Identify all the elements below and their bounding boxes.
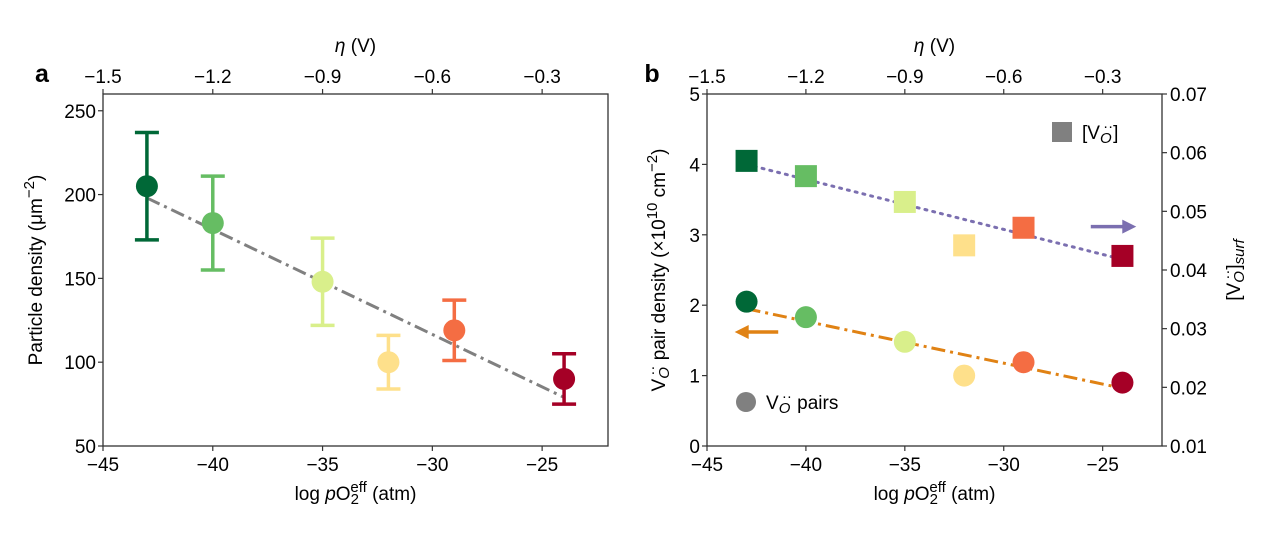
square-marker bbox=[735, 149, 758, 172]
x-tick-label: −45 bbox=[87, 455, 119, 476]
circle-marker bbox=[1012, 351, 1035, 374]
circle-marker bbox=[953, 364, 976, 387]
panel-a: a −45 −40 −35 −30 −25 −1.5 −1.2 −0.9 −0.6 −0.3 50 10… bbox=[21, 36, 609, 508]
plot-frame bbox=[102, 93, 609, 447]
data-point bbox=[134, 130, 159, 242]
x-tick-label: −45 bbox=[691, 455, 723, 476]
point-marker bbox=[553, 367, 576, 390]
top-x-tick-label: −0.3 bbox=[1084, 67, 1122, 88]
x-tick-label: −25 bbox=[526, 455, 558, 476]
panel-letter: a bbox=[35, 60, 50, 88]
x-tick-label: −40 bbox=[790, 455, 822, 476]
top-x-tick-label: −0.6 bbox=[985, 67, 1023, 88]
top-x-tick-label: −0.3 bbox=[523, 67, 561, 88]
top-x-axis-label: η (V) bbox=[914, 36, 955, 57]
y-axis-label: Particle density (μm−2) bbox=[21, 175, 47, 366]
x-tick-label: −35 bbox=[889, 455, 921, 476]
y-tick-label: 1 bbox=[689, 367, 700, 388]
x-tick-label: −35 bbox=[306, 455, 338, 476]
point-marker bbox=[377, 351, 400, 374]
data-point bbox=[442, 298, 467, 363]
square-marker bbox=[1012, 216, 1035, 239]
square-marker bbox=[893, 190, 916, 213]
y2-tick-label: 0.05 bbox=[1170, 202, 1207, 223]
arrow-head-icon bbox=[1122, 219, 1137, 234]
square-marker bbox=[953, 234, 976, 257]
legend-square-marker bbox=[1052, 122, 1072, 142]
y2-tick-label: 0.03 bbox=[1170, 320, 1207, 341]
y-tick-label: 5 bbox=[689, 85, 700, 106]
legend-circle-marker bbox=[736, 392, 756, 412]
data-point bbox=[376, 333, 401, 391]
point-marker bbox=[135, 175, 158, 198]
y2-axis-label: [VO··]surf bbox=[1219, 237, 1248, 300]
top-x-tick-label: −1.2 bbox=[787, 67, 825, 88]
y2-tick-label: 0.06 bbox=[1170, 144, 1207, 165]
top-x-tick-label: −1.2 bbox=[194, 67, 232, 88]
y2-tick-label: 0.07 bbox=[1170, 85, 1207, 106]
y2-tick-label: 0.01 bbox=[1170, 437, 1207, 458]
y-tick-label: 2 bbox=[689, 296, 700, 317]
square-marker bbox=[794, 165, 817, 188]
panel-letter: b bbox=[644, 60, 659, 88]
point-marker bbox=[311, 270, 334, 293]
top-x-tick-label: −1.5 bbox=[84, 67, 122, 88]
top-x-tick-label: −1.5 bbox=[688, 67, 726, 88]
y-tick-label: 200 bbox=[64, 186, 96, 207]
x-axis-label: log pO2eff (atm) bbox=[874, 479, 996, 508]
circle-marker bbox=[735, 290, 758, 313]
y-axis-label: VO·· pair density (×1010 cm−2) bbox=[644, 149, 673, 392]
y2-tick-label: 0.04 bbox=[1170, 261, 1207, 282]
circle-marker bbox=[794, 306, 817, 329]
arrow-head-icon bbox=[734, 324, 749, 339]
legend-label: VO·· pairs bbox=[766, 388, 838, 417]
circle-marker bbox=[893, 330, 916, 353]
y-tick-label: 3 bbox=[689, 226, 700, 247]
top-x-tick-label: −0.9 bbox=[886, 67, 924, 88]
legend-label: [VO··] bbox=[1082, 118, 1118, 147]
x-axis-label: log pO2eff (atm) bbox=[295, 479, 417, 508]
top-x-tick-label: −0.9 bbox=[304, 67, 342, 88]
y-tick-label: 0 bbox=[689, 437, 700, 458]
y-tick-label: 50 bbox=[75, 437, 96, 458]
y-tick-label: 4 bbox=[689, 155, 700, 176]
square-marker bbox=[1111, 244, 1134, 267]
data-point bbox=[310, 236, 335, 328]
fit-line bbox=[146, 196, 565, 399]
y-tick-label: 150 bbox=[64, 269, 96, 290]
x-tick-label: −25 bbox=[1087, 455, 1119, 476]
y-tick-label: 100 bbox=[64, 353, 96, 374]
x-tick-label: −30 bbox=[988, 455, 1020, 476]
point-marker bbox=[443, 319, 466, 342]
panel-b: b −45 −40 −35 −30 −25 −1.5 −1.2 −0.9 −0.6 −0.3 0 1 2 3… bbox=[644, 36, 1248, 508]
x-tick-label: −30 bbox=[416, 455, 448, 476]
y2-tick-label: 0.02 bbox=[1170, 378, 1207, 399]
data-point bbox=[552, 352, 577, 406]
circle-marker bbox=[1111, 371, 1134, 394]
top-x-axis-label: η (V) bbox=[335, 36, 376, 57]
x-tick-label: −40 bbox=[197, 455, 229, 476]
top-x-tick-label: −0.6 bbox=[414, 67, 452, 88]
data-point bbox=[200, 174, 225, 272]
y-tick-label: 250 bbox=[64, 102, 96, 123]
point-marker bbox=[201, 212, 224, 235]
